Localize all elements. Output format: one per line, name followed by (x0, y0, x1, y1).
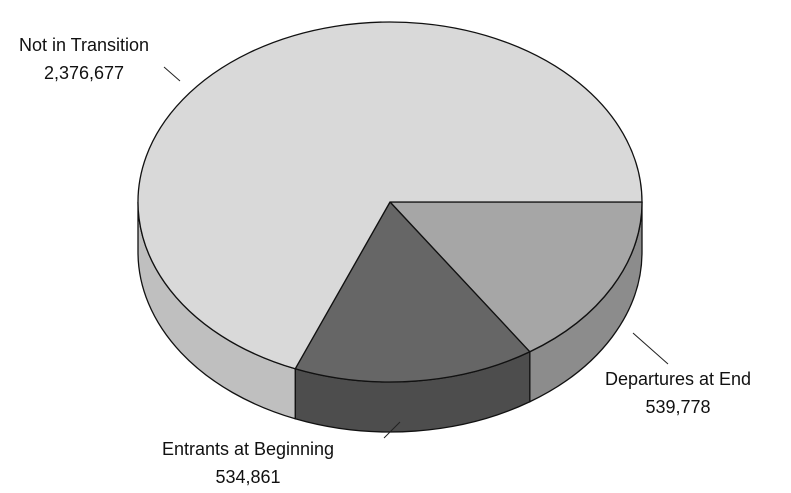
slice-value: 534,861 (215, 467, 280, 487)
leader-line (163, 66, 181, 82)
slice (137, 21, 643, 370)
leader-line (632, 332, 669, 365)
slice-label: Not in Transition (19, 35, 149, 55)
slice (388, 201, 643, 353)
slice-label: Entrants at Beginning (162, 439, 334, 459)
leader-line (383, 421, 401, 439)
slice-label: Departures at End (605, 369, 751, 389)
slice (294, 200, 531, 383)
side-walls (137, 201, 643, 433)
slices (137, 21, 643, 383)
slice-value: 2,376,677 (44, 63, 124, 83)
slice-value: 539,778 (645, 397, 710, 417)
